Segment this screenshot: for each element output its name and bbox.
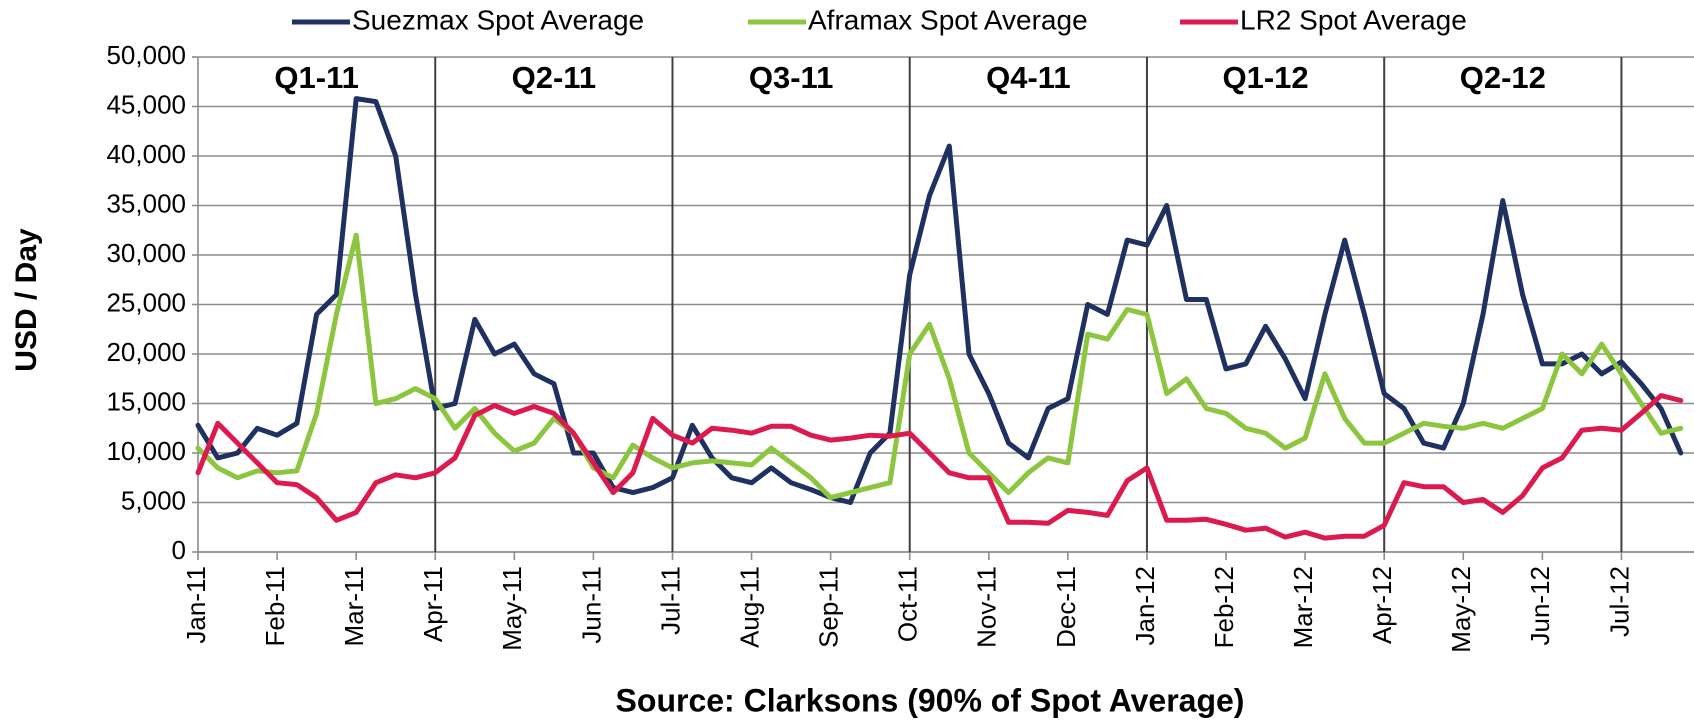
y-tick-label: 45,000 (106, 89, 186, 119)
y-tick-label: 35,000 (106, 188, 186, 218)
x-tick-label: Jan-12 (1130, 566, 1160, 646)
x-tick-label: Apr-12 (1367, 566, 1397, 644)
legend-label: LR2 Spot Average (1240, 4, 1467, 35)
x-tick-label: Dec-11 (1051, 566, 1081, 648)
y-tick-label: 30,000 (106, 238, 186, 268)
x-tick-label: Apr-11 (418, 566, 448, 642)
y-axis-label: USD / Day (10, 228, 43, 372)
x-tick-label: Aug-11 (734, 566, 764, 648)
y-tick-label: 40,000 (106, 139, 186, 169)
series-line (195, 232, 1684, 501)
x-tick-label: Feb-11 (260, 566, 290, 646)
x-tick-label: May-11 (497, 566, 527, 651)
quarter-label: Q3-11 (749, 60, 833, 95)
x-tick-label: Feb-12 (1209, 566, 1239, 648)
quarter-label: Q2-11 (512, 60, 596, 95)
x-tick-label: Jan-11 (181, 566, 211, 644)
x-tick-label: May-12 (1446, 566, 1476, 653)
quarter-label: Q1-11 (274, 60, 358, 95)
quarter-label: Q1-12 (1222, 60, 1308, 95)
x-tick-label: Oct-11 (893, 566, 923, 642)
x-tick-label: Nov-11 (972, 566, 1002, 648)
x-axis-label: Source: Clarksons (90% of Spot Average) (616, 682, 1245, 718)
y-tick-label: 20,000 (106, 337, 186, 367)
y-tick-label: 5,000 (121, 485, 186, 515)
legend-label: Aframax Spot Average (808, 4, 1088, 35)
x-tick-label: Jun-11 (576, 566, 606, 644)
x-tick-label: Mar-12 (1288, 566, 1318, 648)
y-tick-label: 50,000 (106, 40, 186, 70)
y-tick-label: 0 (172, 535, 186, 565)
y-tick-label: 15,000 (106, 386, 186, 416)
series-line (195, 393, 1684, 541)
x-tick-label: Jul-12 (1604, 566, 1634, 637)
x-tick-label: Sep-11 (814, 566, 844, 648)
x-tick-label: Jul-11 (655, 566, 685, 635)
x-tick-label: Mar-11 (339, 566, 369, 646)
series-line (195, 96, 1684, 505)
quarter-label: Q4-11 (986, 60, 1070, 95)
legend-label: Suezmax Spot Average (352, 4, 644, 35)
y-tick-label: 10,000 (106, 436, 186, 466)
x-tick-label: Jun-12 (1525, 566, 1555, 646)
quarter-label: Q2-12 (1460, 60, 1546, 95)
y-tick-label: 25,000 (106, 287, 186, 317)
